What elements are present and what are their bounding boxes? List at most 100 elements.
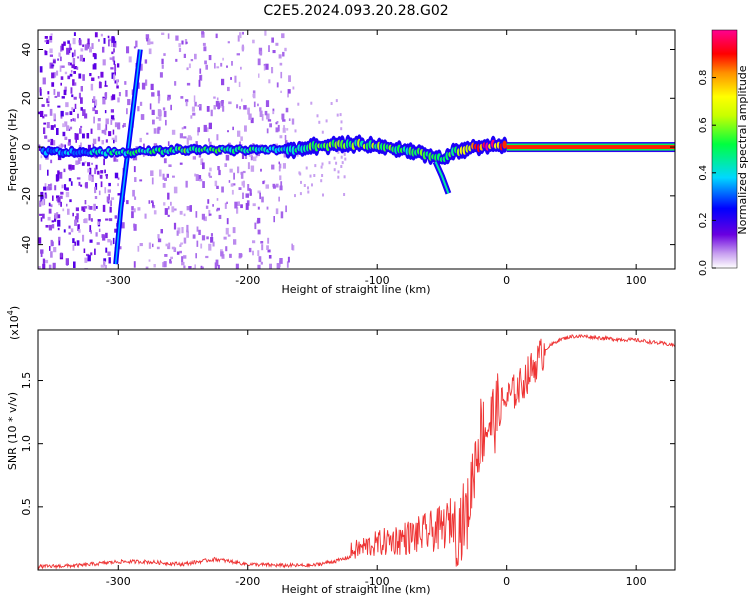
noise-speckle	[67, 75, 71, 80]
noise-speckle	[162, 107, 166, 111]
noise-speckle	[54, 213, 58, 219]
noise-speckle	[337, 170, 340, 174]
flat-band-core	[506, 145, 675, 150]
noise-speckle	[208, 141, 212, 148]
noise-speckle	[91, 77, 95, 81]
noise-speckle	[336, 113, 339, 117]
noise-speckle	[196, 240, 199, 247]
noise-speckle	[225, 227, 229, 235]
noise-speckle	[60, 252, 63, 258]
noise-speckle	[260, 168, 262, 172]
noise-speckle	[313, 174, 316, 177]
noise-speckle	[210, 233, 213, 237]
noise-speckle	[146, 38, 149, 42]
noise-speckle	[148, 200, 151, 204]
noise-speckle	[264, 30, 267, 36]
noise-speckle	[208, 138, 210, 142]
noise-speckle	[281, 113, 285, 120]
noise-speckle	[175, 58, 178, 62]
noise-speckle	[134, 156, 138, 161]
noise-speckle	[47, 184, 52, 187]
noise-speckle	[286, 128, 289, 131]
noise-speckle	[179, 250, 182, 254]
noise-speckle	[141, 82, 146, 90]
noise-speckle	[153, 264, 156, 268]
noise-speckle	[279, 62, 283, 66]
noise-speckle	[272, 108, 275, 112]
noise-speckle	[95, 164, 98, 170]
noise-speckle	[87, 168, 90, 173]
colorbar-tick-label: 0.8	[698, 70, 709, 86]
noise-speckle	[109, 57, 113, 60]
noise-speckle	[44, 194, 48, 199]
noise-speckle	[117, 193, 121, 196]
noise-speckle	[118, 246, 122, 250]
noise-speckle	[303, 184, 306, 187]
noise-speckle	[69, 73, 73, 77]
noise-speckle	[116, 85, 119, 89]
noise-speckle	[202, 162, 205, 170]
noise-speckle	[311, 183, 313, 187]
noise-speckle	[70, 87, 73, 94]
noise-speckle	[59, 56, 62, 62]
noise-speckle	[47, 103, 50, 107]
noise-speckle	[39, 213, 43, 216]
noise-speckle	[66, 47, 70, 55]
noise-speckle	[216, 207, 220, 211]
noise-speckle	[257, 206, 260, 210]
noise-speckle	[51, 64, 55, 67]
noise-speckle	[340, 127, 343, 131]
noise-speckle	[57, 91, 60, 97]
noise-speckle	[224, 163, 227, 167]
x-tick-label: -100	[365, 274, 390, 287]
noise-speckle	[79, 54, 83, 62]
noise-speckle	[250, 154, 253, 158]
noise-speckle	[82, 234, 85, 242]
spectrogram-frame	[37, 29, 676, 270]
noise-speckle	[261, 244, 264, 251]
noise-speckle	[82, 74, 85, 81]
noise-speckle	[112, 56, 115, 62]
noise-speckle	[111, 36, 115, 43]
spectrogram-y-axis: -40 -20 0 20 40	[20, 43, 675, 254]
noise-speckle	[90, 128, 93, 134]
noise-speckle	[80, 97, 83, 104]
noise-speckle	[55, 174, 60, 181]
noise-speckle	[158, 94, 161, 101]
noise-speckle	[177, 227, 181, 234]
noise-speckle	[78, 39, 82, 46]
noise-speckle	[86, 43, 90, 49]
noise-speckle	[238, 187, 242, 190]
noise-speckle	[38, 111, 41, 115]
noise-speckle	[299, 172, 302, 176]
noise-speckle	[68, 232, 71, 235]
noise-speckle	[168, 242, 171, 249]
noise-speckle	[157, 90, 160, 97]
noise-speckle	[188, 63, 191, 69]
noise-speckle	[340, 120, 343, 124]
noise-speckle	[254, 222, 257, 230]
noise-speckle	[123, 123, 126, 127]
noise-speckle	[166, 173, 169, 178]
noise-speckle	[139, 243, 143, 247]
noise-speckle	[42, 77, 46, 85]
noise-speckle	[74, 219, 77, 226]
noise-speckle	[139, 179, 143, 182]
noise-speckle	[90, 230, 92, 234]
snr-y-axis: 0.5 1.0 1.5	[20, 372, 675, 516]
noise-speckle	[153, 128, 157, 134]
noise-speckle	[261, 196, 264, 203]
noise-speckle	[108, 39, 110, 47]
noise-speckle	[97, 222, 100, 225]
noise-speckle	[247, 107, 250, 115]
noise-speckle	[51, 220, 54, 223]
noise-speckle	[183, 213, 186, 217]
noise-speckle	[343, 193, 346, 196]
noise-speckle	[281, 33, 285, 39]
noise-speckle	[249, 192, 252, 196]
noise-speckle	[83, 219, 86, 223]
noise-speckle	[65, 112, 69, 116]
noise-speckle	[199, 68, 202, 74]
noise-speckle	[151, 109, 155, 115]
noise-speckle	[63, 41, 66, 46]
